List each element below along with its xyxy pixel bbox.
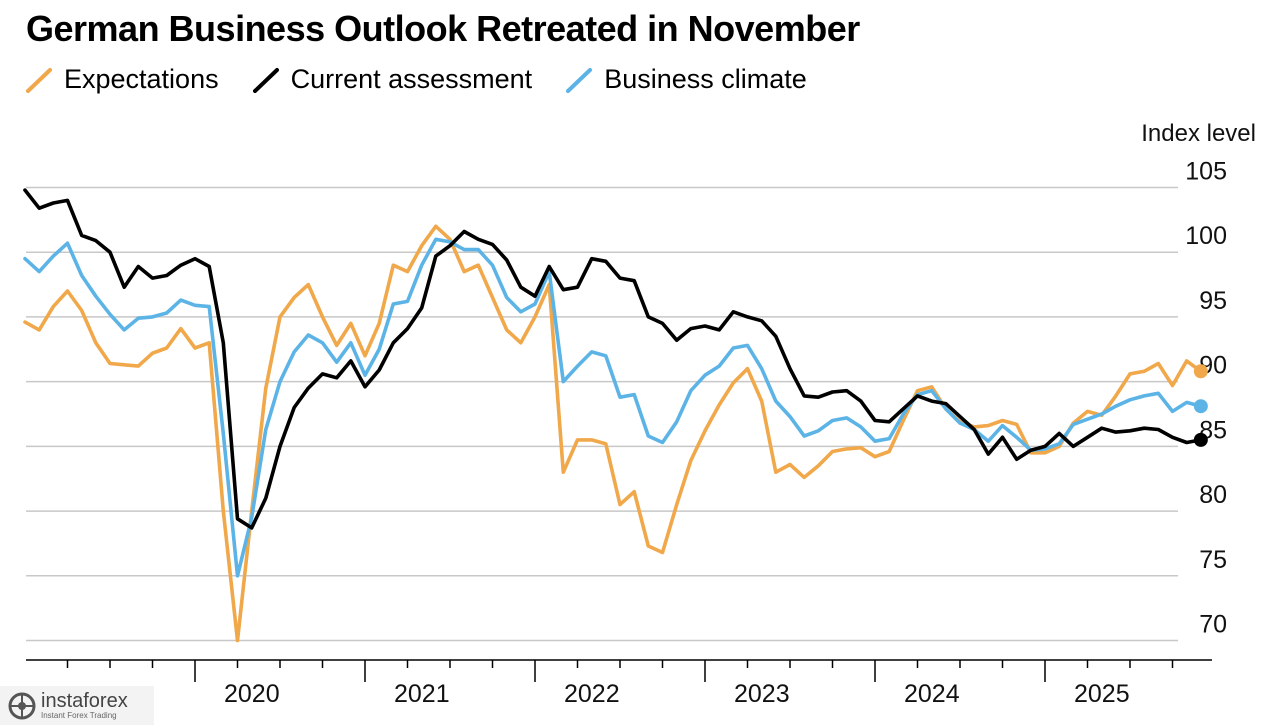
watermark-tagline: Instant Forex Trading	[41, 711, 117, 720]
end-marker-expectations	[1193, 364, 1208, 379]
y-tick-label: 80	[1199, 481, 1227, 509]
y-tick-label: 100	[1185, 222, 1227, 250]
watermark-brand: instaforex	[41, 690, 128, 712]
x-tick-label: 2020	[224, 680, 280, 708]
y-tick-label: 70	[1199, 611, 1227, 639]
y-axis-label: Index level	[1141, 120, 1256, 147]
x-tick-label: 2023	[734, 680, 790, 708]
x-tick-label: 2024	[904, 680, 960, 708]
legend-label-business-climate: Business climate	[604, 64, 807, 94]
legend-swatch-expectations	[26, 67, 52, 93]
legend: Expectations Current assessment Business…	[26, 64, 841, 95]
y-tick-label: 95	[1199, 287, 1227, 315]
x-tick-label: 2025	[1074, 680, 1130, 708]
legend-label-expectations: Expectations	[64, 64, 219, 94]
series-line-expectations	[23, 224, 1203, 643]
series-line-business-climate	[23, 237, 1203, 578]
legend-line-business-climate	[566, 67, 593, 93]
end-marker-current-assessment	[1193, 432, 1208, 447]
legend-line-current-assessment	[252, 67, 279, 93]
legend-label-current-assessment: Current assessment	[290, 64, 533, 94]
legend-line-expectations	[26, 67, 52, 93]
y-tick-label: 75	[1199, 546, 1227, 574]
legend-item-current-assessment: Current assessment	[252, 64, 533, 95]
instaforex-logo-icon	[8, 692, 36, 719]
legend-swatch-business-climate	[566, 67, 593, 93]
legend-item-expectations: Expectations	[26, 64, 219, 95]
end-marker-business-climate	[1193, 399, 1208, 414]
y-tick-label: 105	[1185, 158, 1227, 186]
legend-swatch-current-assessment	[252, 67, 279, 93]
series-line-current-assessment	[23, 188, 1203, 530]
x-tick-label: 2021	[394, 680, 450, 708]
watermark: instaforex Instant Forex Trading	[0, 686, 154, 725]
x-tick-label: 2022	[564, 680, 620, 708]
legend-item-business-climate: Business climate	[566, 64, 807, 95]
chart-title: German Business Outlook Retreated in Nov…	[26, 8, 860, 49]
